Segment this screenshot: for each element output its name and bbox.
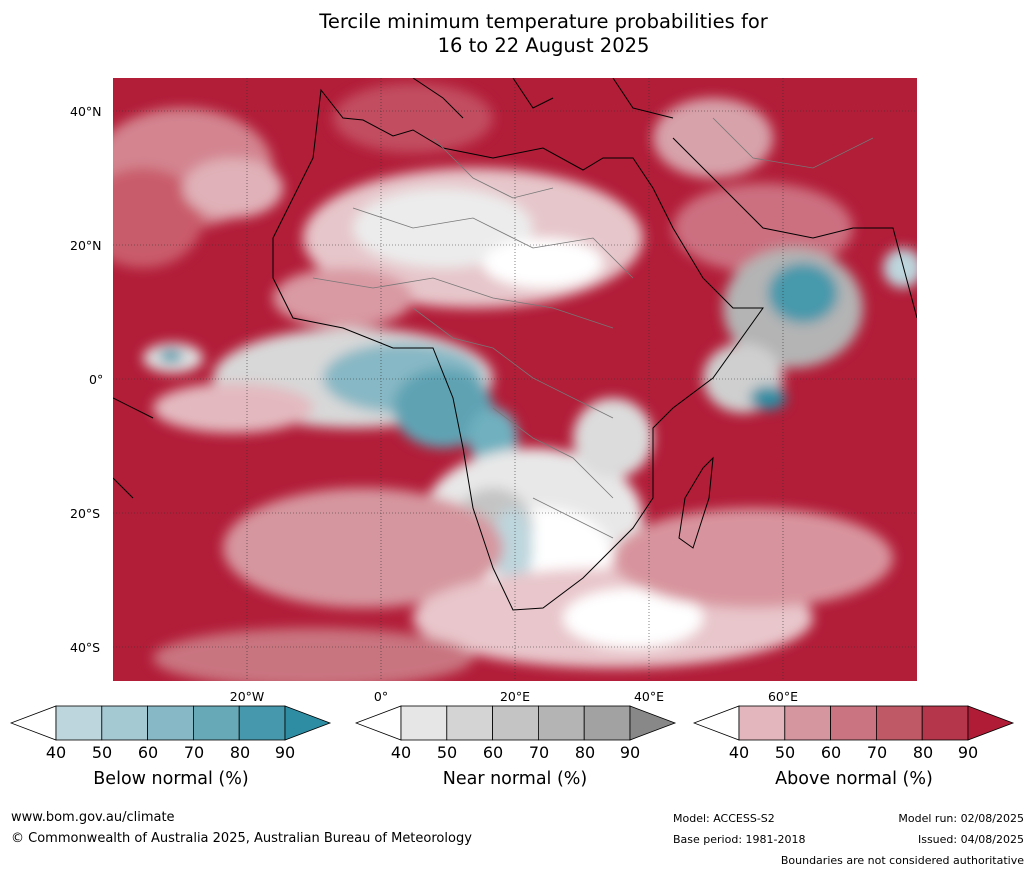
coastlines [113,78,917,611]
colorbar-above-title: Above normal (%) [775,769,933,789]
colorbar-swatch [101,705,149,741]
disclaimer: Boundaries are not considered authoritat… [780,854,1024,867]
colorbar-swatch [583,705,631,741]
colorbar-below-swatches [10,705,332,741]
lat-label-20n: 20°N [70,238,102,253]
tick-label: 80 [229,743,251,762]
colorbar-above-normal [693,705,1015,743]
country-borders [312,117,874,539]
probability-shading [113,83,917,681]
colorbar-swatch [784,705,832,741]
website-link[interactable]: www.bom.gov.au/climate [11,810,175,825]
graticule [113,78,917,681]
lat-label-40n: 40°N [70,104,102,119]
probability-map[interactable] [113,78,917,681]
tick-label: 80 [574,743,596,762]
colorbar-swatch [55,705,103,741]
tick-label: 40 [45,743,67,762]
tick-label: 40 [728,743,750,762]
lon-label-60e: 60°E [767,689,799,704]
base-period: Base period: 1981-2018 [673,833,806,846]
colorbar-extend-low [355,705,402,741]
colorbar-below-normal [10,705,332,743]
lon-label-40e: 40°E [633,689,665,704]
tick-label: 90 [274,743,296,762]
tick-label: 70 [866,743,888,762]
lon-label-20w: 20°W [229,689,265,704]
colorbar-swatch [875,705,923,741]
tick-label: 50 [91,743,113,762]
lon-label-20e: 20°E [499,689,531,704]
tick-label: 40 [390,743,412,762]
colorbar-near-title: Near normal (%) [442,769,588,789]
colorbar-swatch [738,705,786,741]
colorbar-swatch [147,705,194,741]
colorbar-below-title: Below normal (%) [93,769,249,789]
colorbar-above-swatches [693,705,1015,741]
tick-label: 50 [774,743,796,762]
colorbar-near-swatches [355,705,677,741]
tick-label: 50 [436,743,458,762]
lat-label-20s: 20°S [70,506,101,521]
colorbar-swatch [921,705,969,741]
map-title: Tercile minimum temperature probabilitie… [0,10,1035,58]
map-canvas [113,78,917,681]
tick-label: 90 [957,743,979,762]
colorbar-extend-high [967,705,1015,741]
model-name: Model: ACCESS-S2 [673,812,775,825]
colorbar-near-normal [355,705,677,743]
title-line-2: 16 to 22 August 2025 [437,34,650,57]
colorbar-swatch [400,705,448,741]
tick-label: 70 [183,743,205,762]
tick-label: 60 [820,743,842,762]
tick-label: 80 [912,743,934,762]
tick-label: 90 [619,743,641,762]
colorbar-extend-low [693,705,740,741]
issued-date: Issued: 04/08/2025 [917,833,1024,846]
colorbar-extend-high [629,705,677,741]
copyright-text: © Commonwealth of Australia 2025, Austra… [11,831,472,846]
title-line-1: Tercile minimum temperature probabilitie… [319,10,768,33]
tick-label: 60 [137,743,159,762]
colorbar-swatch [492,705,539,741]
colorbar-swatch [192,705,240,741]
colorbar-swatch [537,705,585,741]
model-run-date: Model run: 02/08/2025 [898,812,1024,825]
colorbar-extend-high [284,705,332,741]
colorbar-extend-low [10,705,57,741]
tick-label: 70 [528,743,550,762]
colorbar-swatch [830,705,877,741]
lat-label-0: 0° [89,372,104,387]
colorbar-swatch [446,705,494,741]
lon-label-0: 0° [373,689,389,704]
colorbar-swatch [238,705,286,741]
lat-label-40s: 40°S [70,640,101,655]
tick-label: 60 [482,743,504,762]
